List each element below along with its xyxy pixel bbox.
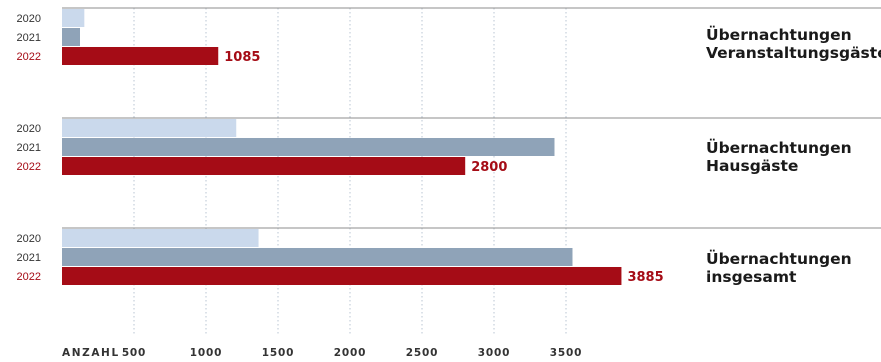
group-title-0: Übernachtungen Veranstaltungsgäste bbox=[706, 26, 881, 62]
group-title-1-line-2: Hausgäste bbox=[706, 157, 799, 175]
year-label-1-2021: 2021 bbox=[17, 142, 41, 154]
bar-2-2021 bbox=[62, 248, 573, 266]
year-label-2-2022: 2022 bbox=[17, 271, 41, 283]
year-label-2-2020: 2020 bbox=[17, 233, 41, 245]
group-title-2: Übernachtungen insgesamt bbox=[706, 250, 852, 286]
group-title-2-line-2: insgesamt bbox=[706, 268, 797, 286]
bar-1-2020 bbox=[62, 119, 237, 137]
bar-0-2021 bbox=[62, 28, 80, 46]
x-tick-label-2500: 2500 bbox=[406, 347, 438, 359]
x-tick-label-1500: 1500 bbox=[262, 347, 294, 359]
x-tick-label-3000: 3000 bbox=[478, 347, 510, 359]
year-label-0-2022: 2022 bbox=[17, 51, 41, 63]
year-label-2-2021: 2021 bbox=[17, 252, 41, 264]
group-title-0-line-1: Übernachtungen bbox=[706, 26, 852, 44]
group-title-2-line-1: Übernachtungen bbox=[706, 250, 852, 268]
year-label-0-2020: 2020 bbox=[17, 13, 41, 25]
bar-2-2022 bbox=[62, 267, 622, 285]
group-title-1: Übernachtungen Hausgäste bbox=[706, 139, 852, 175]
year-label-1-2022: 2022 bbox=[17, 161, 41, 173]
group-title-0-line-2: Veranstaltungsgäste bbox=[706, 44, 881, 62]
bar-2-2020 bbox=[62, 229, 259, 247]
x-tick-label-2000: 2000 bbox=[334, 347, 366, 359]
x-tick-label-500: 500 bbox=[122, 347, 146, 359]
bar-0-2020 bbox=[62, 9, 85, 27]
year-label-0-2021: 2021 bbox=[17, 32, 41, 44]
data-label-0: 1085 bbox=[224, 50, 260, 65]
data-label-1: 2800 bbox=[471, 160, 507, 175]
bar-0-2022 bbox=[62, 47, 219, 65]
x-tick-label-3500: 3500 bbox=[550, 347, 582, 359]
bar-1-2021 bbox=[62, 138, 555, 156]
group-title-1-line-1: Übernachtungen bbox=[706, 139, 852, 157]
year-label-1-2020: 2020 bbox=[17, 123, 41, 135]
x-axis-title: ANZAHL bbox=[62, 347, 120, 359]
x-tick-label-1000: 1000 bbox=[190, 347, 222, 359]
bar-1-2022 bbox=[62, 157, 466, 175]
data-label-2: 3885 bbox=[627, 270, 663, 285]
